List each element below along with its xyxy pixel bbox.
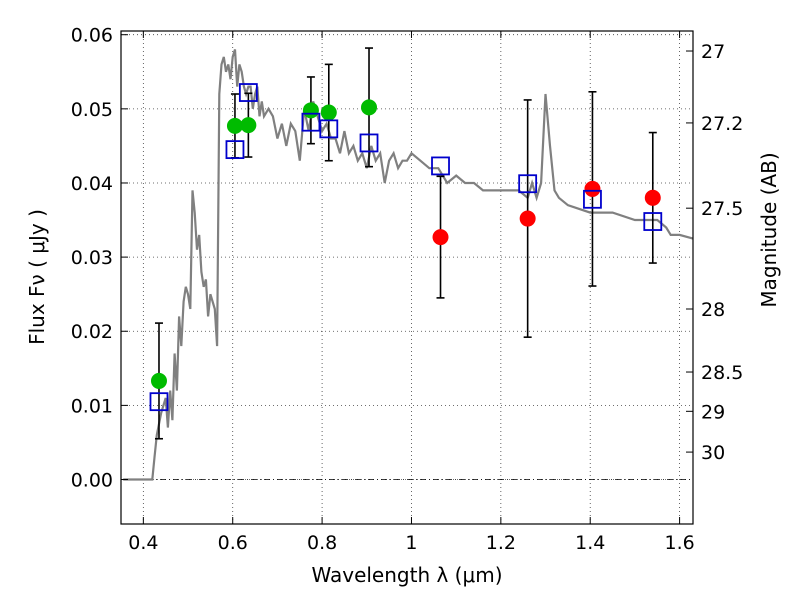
- data-point-circle: [240, 117, 257, 134]
- data-point-square: [225, 140, 245, 160]
- x-axis-label: Wavelength λ (μm): [311, 563, 502, 587]
- data-point-circle: [320, 104, 337, 121]
- model-spectrum-line: [123, 49, 694, 481]
- x-tick-label: 1.2: [486, 532, 516, 554]
- y2-tick-label: 30: [701, 442, 725, 464]
- y2-tick-label: 27.5: [701, 198, 743, 220]
- y-tick-label: 0.06: [71, 25, 113, 47]
- x-tick-label: 1.4: [575, 532, 605, 554]
- y2-tick-label: 28: [701, 299, 725, 321]
- y-axis-ticks: 0.00 0.01 0.02 0.03 0.04 0.05 0.06: [71, 25, 128, 492]
- x-tick-label: 1.6: [664, 532, 694, 554]
- x-tick-label: 0.4: [128, 532, 158, 554]
- y-axis-label: Flux Fν ( μJy ): [25, 209, 49, 345]
- data-point-square: [518, 174, 538, 194]
- y2-tick-label: 27: [701, 41, 725, 63]
- y2-tick-label: 28.5: [701, 362, 743, 384]
- data-markers: [149, 83, 663, 412]
- y2-axis-ticks: 27 27.2 27.5 28 28.5 29 30: [686, 41, 743, 464]
- y-tick-label: 0.00: [71, 470, 113, 492]
- data-point-circle: [644, 189, 661, 206]
- y-tick-label: 0.05: [71, 99, 113, 121]
- data-point-square: [359, 133, 379, 153]
- x-axis-ticks: 0.4 0.6 0.8 1 1.2 1.4 1.6: [128, 31, 695, 554]
- data-point-square: [149, 392, 169, 412]
- data-point-square: [583, 189, 602, 209]
- y-tick-label: 0.02: [71, 321, 113, 343]
- plot-frame: [120, 30, 694, 525]
- data-point-square: [319, 119, 339, 139]
- y-tick-label: 0.01: [71, 395, 113, 417]
- y2-tick-label: 29: [701, 401, 725, 423]
- data-point-circle: [361, 99, 378, 116]
- plot-background: [121, 31, 693, 524]
- data-point-square: [238, 83, 258, 102]
- data-point-circle: [150, 372, 167, 389]
- x-tick-label: 1: [405, 532, 417, 554]
- plot-area: [123, 47, 694, 481]
- data-point-circle: [432, 229, 449, 246]
- data-point-circle: [584, 180, 601, 197]
- data-point-square: [643, 212, 663, 231]
- y-tick-label: 0.03: [71, 247, 113, 269]
- y-tick-label: 0.04: [71, 173, 113, 195]
- data-point-circle: [302, 102, 319, 119]
- data-point-circle: [519, 210, 536, 227]
- data-point-circle: [226, 117, 243, 134]
- data-point-square: [431, 156, 450, 176]
- y2-tick-label: 27.2: [701, 113, 743, 135]
- x-tick-label: 0.8: [307, 532, 337, 554]
- y2-axis-label: Magnitude (AB): [757, 152, 781, 307]
- x-tick-label: 0.6: [218, 532, 248, 554]
